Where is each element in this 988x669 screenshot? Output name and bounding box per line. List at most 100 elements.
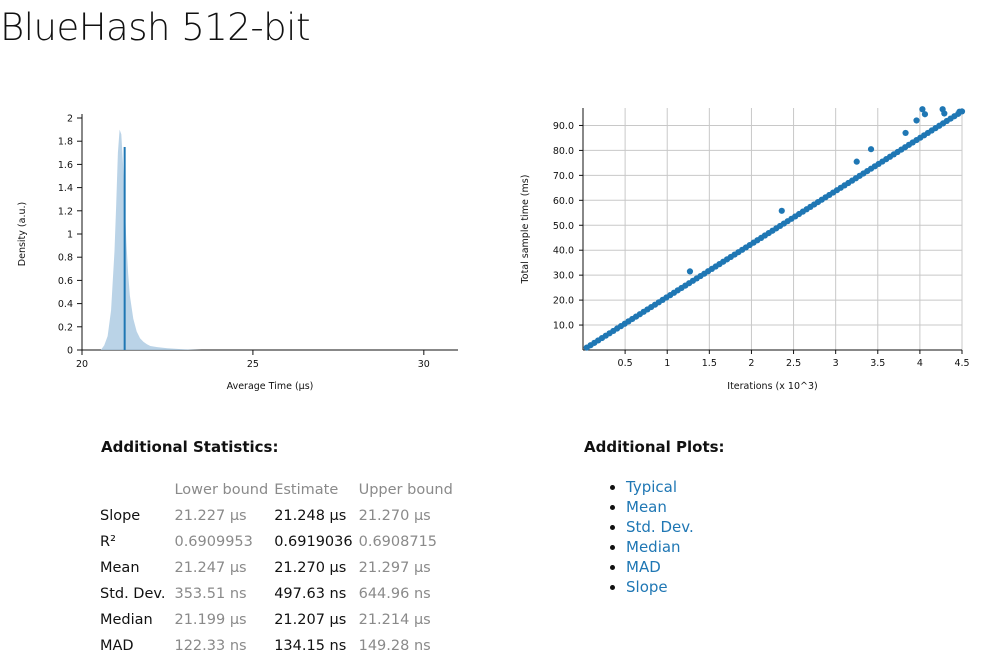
stat-upper-bound: 21.270 µs: [358, 508, 431, 524]
pdf-y-tick-label: 2: [67, 114, 73, 125]
plot-link-mad[interactable]: MAD: [626, 558, 661, 576]
pdf-x-tick-label: 30: [418, 359, 430, 370]
regression-x-tick-label: 2: [748, 358, 754, 369]
pdf-y-tick-label: 1.4: [58, 183, 73, 194]
stats-row: Std. Dev. 353.51 ns 497.63 ns 644.96 ns: [97, 581, 456, 607]
pdf-y-tick-label: 1.2: [58, 206, 73, 217]
plot-link-median[interactable]: Median: [626, 538, 681, 556]
stats-row: R² 0.6909953 0.6919036 0.6908715: [97, 529, 456, 555]
stats-heading: Additional Statistics:: [101, 438, 279, 456]
stat-estimate: 21.248 µs: [274, 508, 347, 524]
regression-y-tick-label: 90.0: [553, 121, 574, 132]
regression-x-axis-label: Iterations (x 10^3): [727, 381, 817, 392]
stat-label: R²: [100, 534, 116, 550]
stats-col-header: Upper bound: [358, 482, 453, 498]
pdf-y-tick-label: 0.8: [58, 253, 73, 264]
stat-estimate: 0.6919036: [274, 534, 353, 550]
stats-header-row: Lower bound Estimate Upper bound: [97, 477, 456, 503]
plot-link-std-dev[interactable]: Std. Dev.: [626, 518, 694, 536]
regression-y-tick-label: 60.0: [553, 196, 574, 207]
regression-y-tick-label: 30.0: [553, 271, 574, 282]
regression-outlier-point: [956, 108, 963, 115]
plot-link-mean[interactable]: Mean: [626, 498, 667, 516]
stat-upper-bound: 21.214 µs: [358, 612, 431, 628]
regression-x-tick-label: 3.5: [870, 358, 885, 369]
regression-x-tick-label: 4.5: [954, 358, 969, 369]
regression-y-tick-label: 20.0: [553, 296, 574, 307]
stats-col-header: Estimate: [274, 482, 339, 498]
pdf-y-tick-label: 1: [67, 230, 73, 241]
stats-row: Slope 21.227 µs 21.248 µs 21.270 µs: [97, 503, 456, 529]
regression-marks: [583, 106, 966, 351]
regression-y-tick-label: 10.0: [553, 321, 574, 332]
stat-estimate: 497.63 ns: [274, 586, 347, 602]
stats-table: Lower bound Estimate Upper bound Slope 2…: [97, 477, 456, 659]
regression-outlier-point: [778, 207, 785, 214]
plot-link-slope[interactable]: Slope: [626, 578, 668, 596]
pdf-ticks: 20 25 30 0 0.2 0.4 0.6 0.8 1 1.2 1.4 1.6 1.8 2: [58, 114, 430, 371]
stat-lower-bound: 122.33 ns: [174, 638, 247, 654]
list-item: Slope: [626, 577, 694, 597]
regression-outlier-point: [902, 129, 909, 137]
regression-y-tick-label: 40.0: [553, 246, 574, 257]
regression-x-tick-label: 4: [917, 358, 923, 369]
stats-row: Mean 21.247 µs 21.270 µs 21.297 µs: [97, 555, 456, 581]
regression-outlier-point: [867, 146, 875, 153]
stat-lower-bound: 0.6909953: [174, 534, 253, 550]
pdf-x-axis-label: Average Time (µs): [227, 381, 314, 392]
stat-lower-bound: 353.51 ns: [174, 586, 247, 602]
regression-y-tick-label: 80.0: [553, 146, 574, 157]
stats-row: MAD 122.33 ns 134.15 ns 149.28 ns: [97, 633, 456, 659]
pdf-y-tick-label: 0: [67, 346, 73, 357]
list-item: MAD: [626, 557, 694, 577]
regression-y-tick-label: 70.0: [553, 171, 574, 182]
regression-ticks: 0.5 1 1.5 2 2.5 3 3.5 4 4.5 10.0 20.0 30.0 40.0 50.0 6…: [553, 121, 970, 369]
stats-row: Median 21.199 µs 21.207 µs 21.214 µs: [97, 607, 456, 633]
stats-col-header: Lower bound: [174, 482, 269, 498]
plots-heading: Additional Plots:: [584, 438, 725, 456]
pdf-y-tick-label: 1.6: [58, 160, 73, 171]
regression-x-tick-label: 2.5: [786, 358, 801, 369]
stat-estimate: 21.270 µs: [274, 560, 347, 576]
regression-outlier-point: [686, 268, 694, 275]
regression-x-tick-label: 3: [833, 358, 839, 369]
regression-y-tick-label: 50.0: [553, 221, 574, 232]
regression-y-axis-label: Total sample time (ms): [520, 175, 531, 285]
pdf-y-tick-label: 1.8: [58, 137, 73, 148]
additional-plots-list: Typical Mean Std. Dev. Median MAD Slope: [608, 477, 694, 597]
stat-lower-bound: 21.247 µs: [174, 560, 247, 576]
stat-upper-bound: 149.28 ns: [358, 638, 431, 654]
pdf-y-tick-label: 0.4: [58, 299, 73, 310]
pdf-density-area: [100, 129, 202, 350]
stat-label: Std. Dev.: [100, 586, 166, 602]
regression-x-tick-label: 1: [664, 358, 670, 369]
regression-outlier-point: [941, 110, 948, 117]
plot-link-typical[interactable]: Typical: [626, 478, 677, 496]
list-item: Typical: [626, 477, 694, 497]
regression-outlier-point: [921, 111, 929, 118]
regression-x-tick-label: 0.5: [618, 358, 633, 369]
regression-x-tick-label: 1.5: [702, 358, 717, 369]
pdf-y-tick-label: 0.6: [58, 276, 73, 287]
stat-estimate: 21.207 µs: [274, 612, 347, 628]
stat-label: Mean: [100, 560, 140, 576]
stats-col-header: [97, 477, 171, 503]
stat-lower-bound: 21.227 µs: [174, 508, 247, 524]
stat-upper-bound: 644.96 ns: [358, 586, 431, 602]
stat-label: Median: [100, 612, 153, 628]
regression-grid: [582, 108, 963, 351]
pdf-x-tick-label: 20: [76, 359, 88, 370]
pdf-x-tick-label: 25: [247, 359, 259, 370]
list-item: Std. Dev.: [626, 517, 694, 537]
list-item: Median: [626, 537, 694, 557]
stat-upper-bound: 21.297 µs: [358, 560, 431, 576]
stat-lower-bound: 21.199 µs: [174, 612, 247, 628]
page-title: BlueHash 512-bit: [0, 6, 310, 49]
regression-outlier-point: [919, 106, 926, 113]
stat-estimate: 134.15 ns: [274, 638, 347, 654]
pdf-y-tick-label: 0.2: [58, 322, 73, 333]
list-item: Mean: [626, 497, 694, 517]
stat-upper-bound: 0.6908715: [358, 534, 438, 550]
